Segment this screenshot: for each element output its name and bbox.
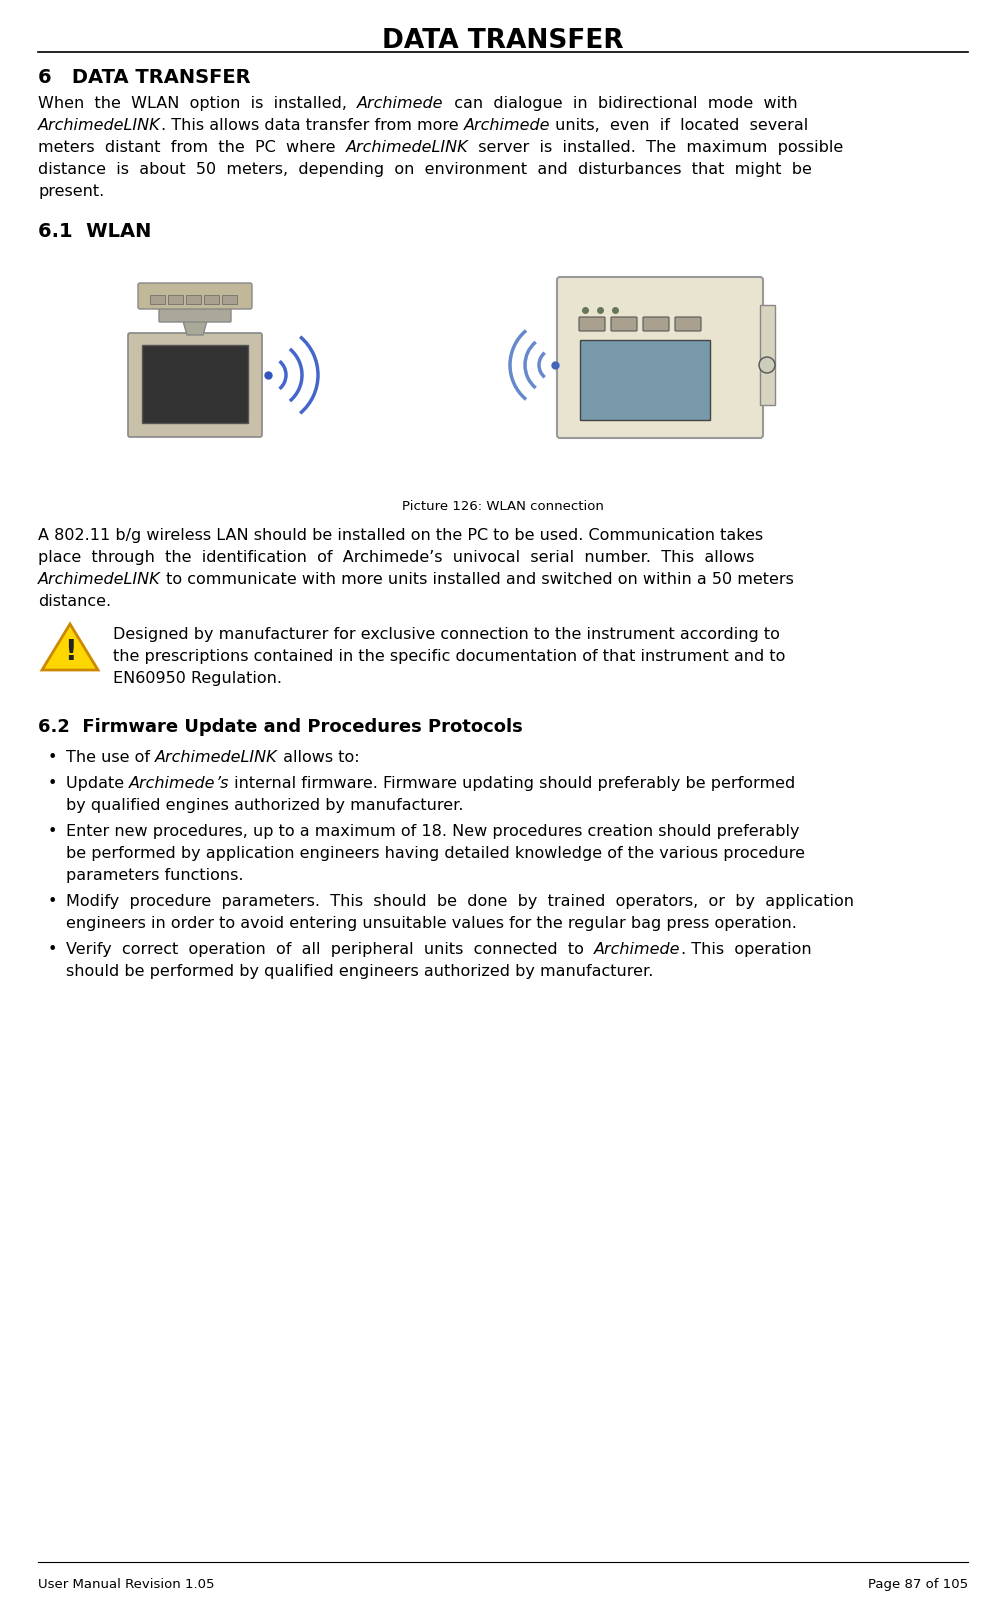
Text: Designed by manufacturer for exclusive connection to the instrument according to: Designed by manufacturer for exclusive c… bbox=[113, 627, 780, 643]
Text: ArchimedeLINK: ArchimedeLINK bbox=[38, 117, 161, 133]
Text: Archimede: Archimede bbox=[357, 96, 444, 111]
Text: •: • bbox=[48, 893, 57, 910]
Text: parameters functions.: parameters functions. bbox=[66, 868, 243, 882]
FancyBboxPatch shape bbox=[159, 309, 231, 321]
Text: to communicate with more units installed and switched on within a 50 meters: to communicate with more units installed… bbox=[161, 572, 794, 587]
Text: be performed by application engineers having detailed knowledge of the various p: be performed by application engineers ha… bbox=[66, 845, 805, 861]
FancyBboxPatch shape bbox=[611, 317, 637, 331]
Text: Archimede: Archimede bbox=[463, 117, 550, 133]
FancyBboxPatch shape bbox=[580, 341, 710, 419]
Circle shape bbox=[759, 357, 775, 373]
Text: internal firmware. Firmware updating should preferably be performed: internal firmware. Firmware updating sho… bbox=[229, 776, 796, 791]
Polygon shape bbox=[42, 624, 98, 670]
Text: distance  is  about  50  meters,  depending  on  environment  and  disturbances : distance is about 50 meters, depending o… bbox=[38, 162, 812, 177]
Text: ArchimedeLINK: ArchimedeLINK bbox=[38, 572, 161, 587]
Text: 6.2  Firmware Update and Procedures Protocols: 6.2 Firmware Update and Procedures Proto… bbox=[38, 718, 523, 736]
FancyBboxPatch shape bbox=[203, 294, 218, 304]
Text: ’s: ’s bbox=[216, 776, 229, 791]
Text: 6   DATA TRANSFER: 6 DATA TRANSFER bbox=[38, 67, 250, 87]
FancyBboxPatch shape bbox=[142, 346, 248, 423]
Text: A 802.11 b/g wireless LAN should be installed on the PC to be used. Communicatio: A 802.11 b/g wireless LAN should be inst… bbox=[38, 529, 763, 543]
Text: can  dialogue  in  bidirectional  mode  with: can dialogue in bidirectional mode with bbox=[444, 96, 797, 111]
Text: When  the  WLAN  option  is  installed,: When the WLAN option is installed, bbox=[38, 96, 357, 111]
Text: Modify  procedure  parameters.  This  should  be  done  by  trained  operators, : Modify procedure parameters. This should… bbox=[66, 893, 854, 910]
Text: Enter new procedures, up to a maximum of 18. New procedures creation should pref: Enter new procedures, up to a maximum of… bbox=[66, 824, 800, 839]
Text: User Manual Revision 1.05: User Manual Revision 1.05 bbox=[38, 1578, 214, 1591]
Text: the prescriptions contained in the specific documentation of that instrument and: the prescriptions contained in the speci… bbox=[113, 649, 785, 664]
FancyBboxPatch shape bbox=[138, 283, 252, 309]
Text: •: • bbox=[48, 824, 57, 839]
FancyBboxPatch shape bbox=[643, 317, 669, 331]
Text: The use of: The use of bbox=[66, 750, 155, 765]
Text: •: • bbox=[48, 776, 57, 791]
FancyBboxPatch shape bbox=[760, 305, 775, 405]
Text: Update: Update bbox=[66, 776, 130, 791]
Text: DATA TRANSFER: DATA TRANSFER bbox=[382, 27, 623, 55]
Text: engineers in order to avoid entering unsuitable values for the regular bag press: engineers in order to avoid entering uns… bbox=[66, 916, 797, 930]
FancyBboxPatch shape bbox=[221, 294, 236, 304]
FancyBboxPatch shape bbox=[186, 294, 201, 304]
Text: meters  distant  from  the  PC  where: meters distant from the PC where bbox=[38, 140, 346, 154]
Text: Archimede: Archimede bbox=[594, 942, 680, 958]
Text: ArchimedeLINK: ArchimedeLINK bbox=[346, 140, 468, 154]
Polygon shape bbox=[183, 321, 207, 334]
Text: Verify  correct  operation  of  all  peripheral  units  connected  to: Verify correct operation of all peripher… bbox=[66, 942, 594, 958]
Text: allows to:: allows to: bbox=[277, 750, 360, 765]
Text: !: ! bbox=[63, 638, 76, 665]
Text: place  through  the  identification  of  Archimede’s  univocal  serial  number. : place through the identification of Arch… bbox=[38, 550, 755, 566]
Text: server  is  installed.  The  maximum  possible: server is installed. The maximum possibl… bbox=[468, 140, 843, 154]
Text: Page 87 of 105: Page 87 of 105 bbox=[868, 1578, 968, 1591]
FancyBboxPatch shape bbox=[128, 333, 262, 437]
Text: Archimede: Archimede bbox=[130, 776, 216, 791]
Text: should be performed by qualified engineers authorized by manufacturer.: should be performed by qualified enginee… bbox=[66, 964, 653, 979]
FancyBboxPatch shape bbox=[557, 276, 763, 439]
Text: •: • bbox=[48, 750, 57, 765]
Text: present.: present. bbox=[38, 183, 105, 199]
Text: •: • bbox=[48, 942, 57, 958]
Text: 6.1  WLAN: 6.1 WLAN bbox=[38, 222, 152, 241]
Text: Picture 126: WLAN connection: Picture 126: WLAN connection bbox=[402, 500, 603, 513]
Text: . This  operation: . This operation bbox=[680, 942, 811, 958]
FancyBboxPatch shape bbox=[579, 317, 605, 331]
Text: units,  even  if  located  several: units, even if located several bbox=[550, 117, 808, 133]
Text: . This allows data transfer from more: . This allows data transfer from more bbox=[161, 117, 463, 133]
Text: by qualified engines authorized by manufacturer.: by qualified engines authorized by manuf… bbox=[66, 799, 463, 813]
Text: ArchimedeLINK: ArchimedeLINK bbox=[155, 750, 277, 765]
Text: distance.: distance. bbox=[38, 595, 112, 609]
Text: EN60950 Regulation.: EN60950 Regulation. bbox=[113, 672, 282, 686]
FancyBboxPatch shape bbox=[675, 317, 701, 331]
FancyBboxPatch shape bbox=[168, 294, 183, 304]
FancyBboxPatch shape bbox=[150, 294, 165, 304]
